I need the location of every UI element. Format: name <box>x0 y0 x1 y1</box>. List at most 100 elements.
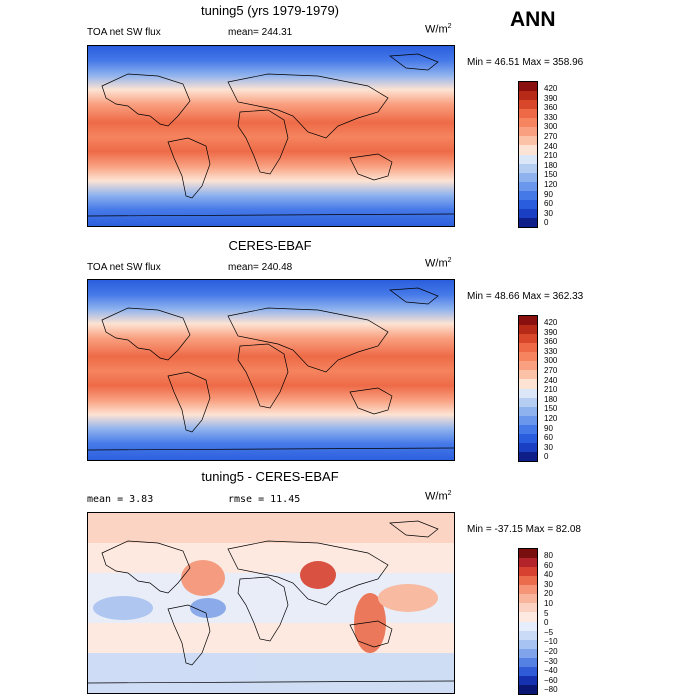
colorbar-tick-label: −80 <box>544 685 558 695</box>
colorbar-swatch <box>519 154 537 164</box>
colorbar-swatch <box>519 648 537 658</box>
panel3-mean: mean = 3.83 <box>87 494 154 505</box>
colorbar-tick-label: 90 <box>544 189 553 199</box>
panel3-coastlines <box>88 520 454 684</box>
colorbar-tick-label: −5 <box>544 627 554 637</box>
colorbar-tick-label: −30 <box>544 656 558 666</box>
panel2-mean: mean= 240.48 <box>228 262 293 273</box>
colorbar-swatch <box>519 603 537 613</box>
colorbar-swatch <box>519 666 537 676</box>
colorbar-tick-label: 80 <box>544 551 553 560</box>
colorbar-tick-label: 20 <box>544 589 553 599</box>
colorbar-swatch <box>519 567 537 577</box>
season-label: ANN <box>510 8 556 31</box>
colorbar-tick-label: −10 <box>544 637 558 647</box>
colorbar-tick-label: 330 <box>544 112 558 122</box>
colorbar-tick-label: 240 <box>544 375 558 385</box>
colorbar-swatch <box>519 442 537 452</box>
panel1-colorbar <box>518 81 538 228</box>
colorbar-swatch <box>519 621 537 631</box>
panel1-minmax: Min = 46.51 Max = 358.96 <box>467 57 584 68</box>
colorbar-tick-label: 150 <box>544 404 558 414</box>
colorbar-swatch <box>519 424 537 434</box>
colorbar-swatch <box>519 612 537 622</box>
colorbar-swatch <box>519 549 537 559</box>
colorbar-tick-label: 390 <box>544 327 558 337</box>
panel3-title: tuning5 - CERES-EBAF <box>201 469 339 484</box>
panel2-field-label: TOA net SW flux <box>87 262 161 273</box>
colorbar-swatch <box>519 163 537 173</box>
colorbar-swatch <box>519 343 537 353</box>
colorbar-tick-label: 180 <box>544 160 558 170</box>
colorbar-swatch <box>519 675 537 685</box>
panel3-colorbar <box>518 548 538 695</box>
colorbar-tick-label: 90 <box>544 423 553 433</box>
colorbar-swatch <box>519 118 537 128</box>
colorbar-swatch <box>519 172 537 182</box>
colorbar-swatch <box>519 334 537 344</box>
colorbar-tick-label: 40 <box>544 570 553 580</box>
panel1-heatmap <box>88 46 454 226</box>
panel3-colorbar-labels: 80 60 40 30 20 10 5 0 −5 −10 −20 −30 −40 −60 −80 <box>544 551 558 695</box>
colorbar-tick-label: 150 <box>544 170 558 180</box>
colorbar-tick-label: 240 <box>544 141 558 151</box>
colorbar-swatch <box>519 199 537 209</box>
colorbar-swatch <box>519 657 537 667</box>
colorbar-tick-label: 360 <box>544 337 558 347</box>
colorbar-swatch <box>519 576 537 586</box>
panel2-colorbar <box>518 315 538 462</box>
colorbar-tick-label: 0 <box>544 218 549 228</box>
colorbar-tick-label: 300 <box>544 356 558 366</box>
colorbar-tick-label: 60 <box>544 560 553 570</box>
colorbar-swatch <box>519 316 537 326</box>
colorbar-tick-label: 5 <box>544 608 549 618</box>
colorbar-swatch <box>519 361 537 371</box>
panel2-map <box>87 279 455 461</box>
panel1-coastlines <box>88 53 454 217</box>
colorbar-tick-label: 270 <box>544 131 558 141</box>
colorbar-swatch <box>519 370 537 380</box>
colorbar-swatch <box>519 433 537 443</box>
colorbar-tick-label: −60 <box>544 675 558 685</box>
panel1-map <box>87 45 455 227</box>
colorbar-tick-label: 180 <box>544 394 558 404</box>
colorbar-tick-label: 360 <box>544 103 558 113</box>
panel3-map <box>87 512 455 694</box>
colorbar-tick-label: 30 <box>544 579 553 589</box>
colorbar-swatch <box>519 136 537 146</box>
colorbar-tick-label: 30 <box>544 208 553 218</box>
colorbar-swatch <box>519 594 537 604</box>
colorbar-swatch <box>519 639 537 649</box>
colorbar-tick-label: 420 <box>544 84 558 93</box>
colorbar-swatch <box>519 208 537 218</box>
panel1-colorbar-labels: 420 390 360 330 300 270 240 210 180 150 120 90 60 30 0 <box>544 84 557 228</box>
colorbar-swatch <box>519 379 537 389</box>
colorbar-swatch <box>519 82 537 92</box>
colorbar-swatch <box>519 181 537 191</box>
colorbar-swatch <box>519 558 537 568</box>
colorbar-tick-label: 420 <box>544 318 558 327</box>
colorbar-swatch <box>519 145 537 155</box>
colorbar-swatch <box>519 451 537 461</box>
colorbar-swatch <box>519 630 537 640</box>
colorbar-tick-label: 0 <box>544 452 549 462</box>
panel1-units: W/m2 <box>425 23 452 36</box>
colorbar-tick-label: 390 <box>544 93 558 103</box>
colorbar-swatch <box>519 91 537 101</box>
colorbar-swatch <box>519 415 537 425</box>
colorbar-swatch <box>519 388 537 398</box>
panel1-title: tuning5 (yrs 1979-1979) <box>200 3 340 18</box>
colorbar-tick-label: 300 <box>544 122 558 132</box>
colorbar-tick-label: 60 <box>544 199 553 209</box>
panel3-heatmap <box>88 513 454 693</box>
colorbar-tick-label: 210 <box>544 151 558 161</box>
panel1-field-label: TOA net SW flux <box>87 27 161 38</box>
panel3-units: W/m2 <box>425 490 452 503</box>
panel1-mean: mean= 244.31 <box>228 27 293 38</box>
colorbar-tick-label: 0 <box>544 618 549 628</box>
panel2-colorbar-labels: 420 390 360 330 300 270 240 210 180 150 120 90 60 30 0 <box>544 318 557 462</box>
colorbar-swatch <box>519 352 537 362</box>
colorbar-tick-label: −20 <box>544 646 558 656</box>
colorbar-swatch <box>519 100 537 110</box>
colorbar-swatch <box>519 109 537 119</box>
